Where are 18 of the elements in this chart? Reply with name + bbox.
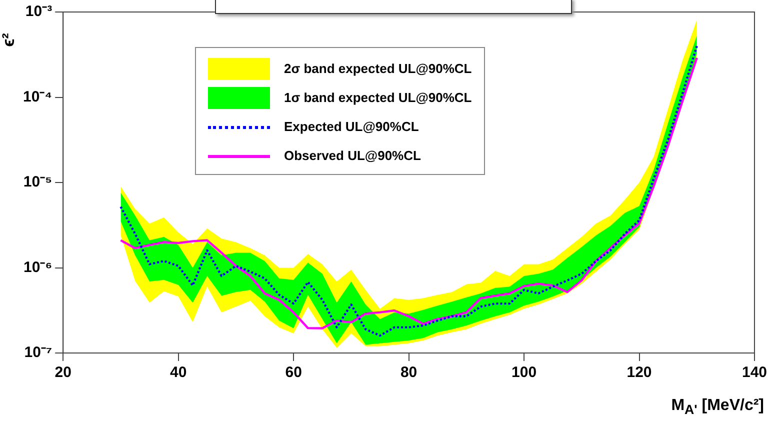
x-tick-label: 60 <box>285 364 302 382</box>
legend-label: Expected UL@90%CL <box>284 119 419 134</box>
legend-label: 1σ band expected UL@90%CL <box>284 90 472 105</box>
x-axis-title: M$_{A'}$ [MeV/c²] <box>671 397 764 418</box>
y-axis-title: ϵ² <box>0 33 19 47</box>
y-tick-label: 10⁻⁵ <box>23 174 52 191</box>
x-tick-label: 80 <box>400 364 418 382</box>
x-tick-label: 40 <box>170 364 187 382</box>
y-tick-label: 10⁻⁶ <box>24 258 52 276</box>
y-tick-label: 10⁻³ <box>25 3 52 20</box>
x-tick-label: 120 <box>626 364 652 382</box>
x-tick-label: 20 <box>54 364 72 382</box>
x-tick-label: 140 <box>742 364 767 382</box>
legend-label: Observed UL@90%CL <box>284 148 421 163</box>
legend-label: 2σ band expected UL@90%CL <box>284 61 472 76</box>
x-tick-label: 100 <box>512 364 537 382</box>
y-tick-label: 10⁻⁷ <box>24 344 52 362</box>
y-tick-label: 10⁻⁴ <box>22 88 52 106</box>
